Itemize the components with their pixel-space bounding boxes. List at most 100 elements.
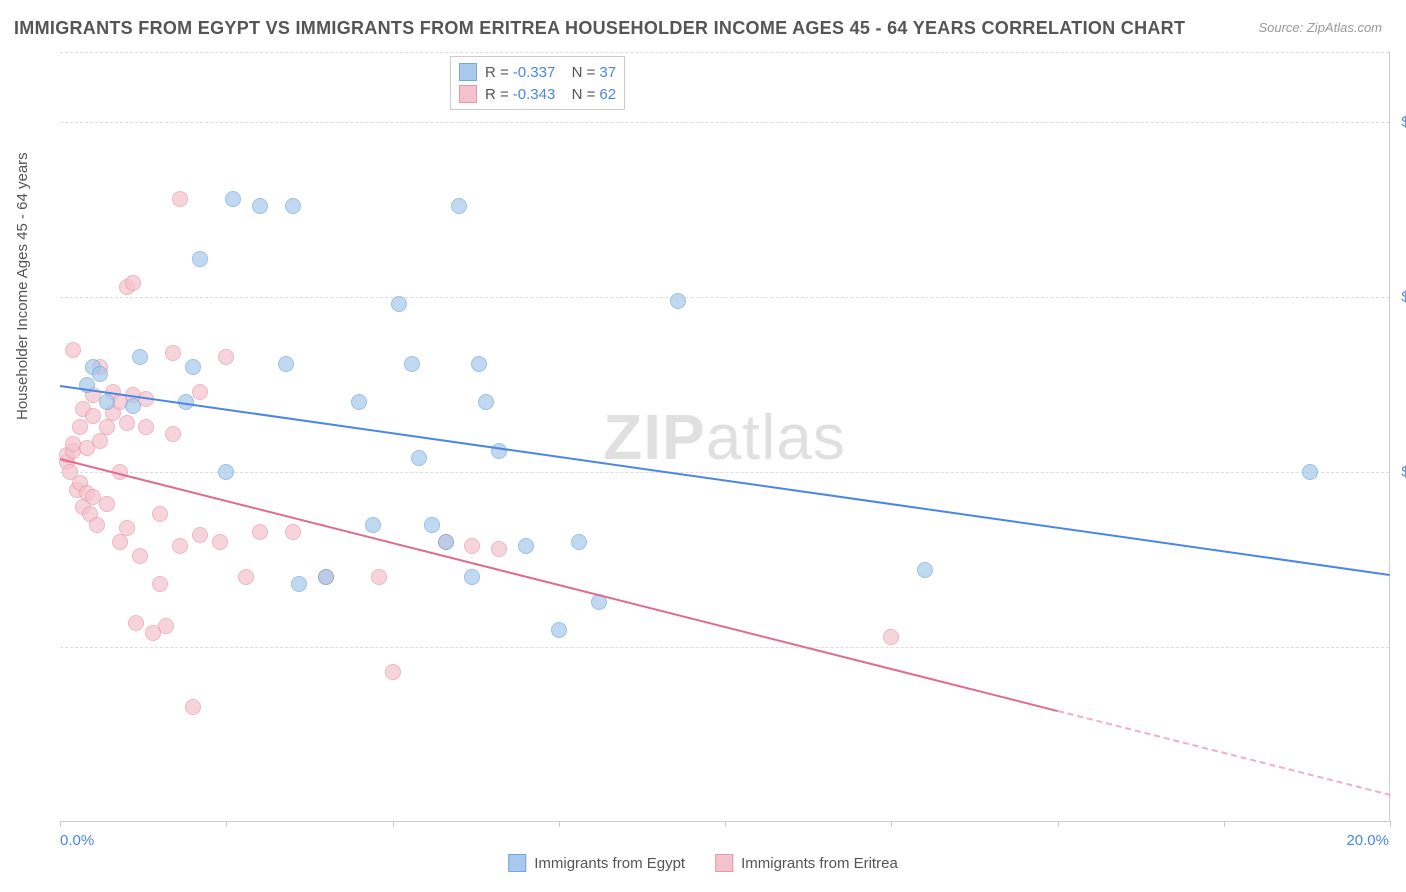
legend-item-blue: Immigrants from Egypt — [508, 854, 685, 872]
scatter-point — [1302, 464, 1318, 480]
y-tick-label: $100,000 — [1394, 464, 1406, 481]
scatter-point — [138, 419, 154, 435]
legend-blue-text: R = -0.337 N = 37 — [485, 64, 616, 81]
gridline-horizontal — [60, 52, 1389, 53]
scatter-point — [917, 562, 933, 578]
scatter-point — [551, 622, 567, 638]
scatter-point — [451, 198, 467, 214]
gridline-horizontal — [60, 122, 1389, 123]
scatter-point — [72, 419, 88, 435]
scatter-point — [883, 629, 899, 645]
legend-pink-label: Immigrants from Eritrea — [741, 855, 898, 872]
scatter-point — [165, 426, 181, 442]
x-tick-label-right: 20.0% — [1346, 832, 1389, 849]
scatter-point — [464, 569, 480, 585]
scatter-point — [471, 356, 487, 372]
scatter-point — [478, 394, 494, 410]
scatter-point — [491, 443, 507, 459]
swatch-blue-icon — [459, 63, 477, 81]
gridline-horizontal — [60, 472, 1389, 473]
legend-pink-text: R = -0.343 N = 62 — [485, 86, 616, 103]
scatter-point — [278, 356, 294, 372]
swatch-pink-icon — [459, 85, 477, 103]
legend-blue-label: Immigrants from Egypt — [534, 855, 685, 872]
scatter-point — [318, 569, 334, 585]
x-tick-label-left: 0.0% — [60, 832, 94, 849]
scatter-point — [125, 398, 141, 414]
scatter-point — [132, 349, 148, 365]
scatter-point — [365, 517, 381, 533]
y-tick-label: $150,000 — [1394, 289, 1406, 306]
swatch-blue-icon — [508, 854, 526, 872]
scatter-point — [464, 538, 480, 554]
y-tick-label: $200,000 — [1394, 114, 1406, 131]
scatter-point — [152, 576, 168, 592]
watermark: ZIPatlas — [603, 400, 846, 474]
scatter-point — [185, 359, 201, 375]
scatter-point — [391, 296, 407, 312]
scatter-point — [218, 349, 234, 365]
source-label: Source: ZipAtlas.com — [1258, 20, 1382, 35]
scatter-point — [491, 541, 507, 557]
scatter-point — [192, 251, 208, 267]
scatter-point — [225, 191, 241, 207]
scatter-point — [238, 569, 254, 585]
scatter-point — [252, 198, 268, 214]
scatter-point — [424, 517, 440, 533]
scatter-point — [165, 345, 181, 361]
x-tick — [393, 821, 394, 827]
scatter-point — [285, 524, 301, 540]
swatch-pink-icon — [715, 854, 733, 872]
gridline-horizontal — [60, 647, 1389, 648]
scatter-point — [172, 538, 188, 554]
x-tick — [1390, 821, 1391, 827]
gridline-horizontal — [60, 297, 1389, 298]
correlation-legend: R = -0.337 N = 37 R = -0.343 N = 62 — [450, 56, 625, 110]
scatter-point — [371, 569, 387, 585]
scatter-point — [99, 496, 115, 512]
scatter-point — [351, 394, 367, 410]
x-tick — [725, 821, 726, 827]
scatter-point — [128, 615, 144, 631]
scatter-point — [158, 618, 174, 634]
scatter-point — [119, 415, 135, 431]
x-tick — [559, 821, 560, 827]
series-legend: Immigrants from Egypt Immigrants from Er… — [508, 854, 898, 872]
scatter-point — [99, 394, 115, 410]
legend-row-pink: R = -0.343 N = 62 — [459, 83, 616, 105]
scatter-point — [192, 527, 208, 543]
scatter-point — [218, 464, 234, 480]
scatter-point — [411, 450, 427, 466]
scatter-point — [152, 506, 168, 522]
scatter-point — [99, 419, 115, 435]
scatter-point — [518, 538, 534, 554]
scatter-point — [571, 534, 587, 550]
x-tick — [891, 821, 892, 827]
scatter-point — [119, 520, 135, 536]
scatter-point — [65, 342, 81, 358]
y-tick-label: $50,000 — [1394, 639, 1406, 656]
scatter-point — [385, 664, 401, 680]
x-tick — [1058, 821, 1059, 827]
scatter-point — [291, 576, 307, 592]
scatter-point — [404, 356, 420, 372]
scatter-point — [252, 524, 268, 540]
scatter-point — [285, 198, 301, 214]
x-tick — [60, 821, 61, 827]
scatter-point — [192, 384, 208, 400]
scatter-point — [92, 433, 108, 449]
x-tick — [226, 821, 227, 827]
scatter-point — [92, 366, 108, 382]
trend-line — [60, 458, 1058, 712]
chart-plot-area: ZIPatlas $50,000$100,000$150,000$200,000… — [60, 52, 1390, 822]
scatter-point — [132, 548, 148, 564]
legend-item-pink: Immigrants from Eritrea — [715, 854, 898, 872]
scatter-point — [438, 534, 454, 550]
scatter-point — [212, 534, 228, 550]
trend-line — [1057, 710, 1390, 796]
x-tick — [1224, 821, 1225, 827]
scatter-point — [89, 517, 105, 533]
watermark-bold: ZIP — [603, 401, 706, 473]
y-axis-label: Householder Income Ages 45 - 64 years — [14, 152, 31, 420]
scatter-point — [125, 275, 141, 291]
